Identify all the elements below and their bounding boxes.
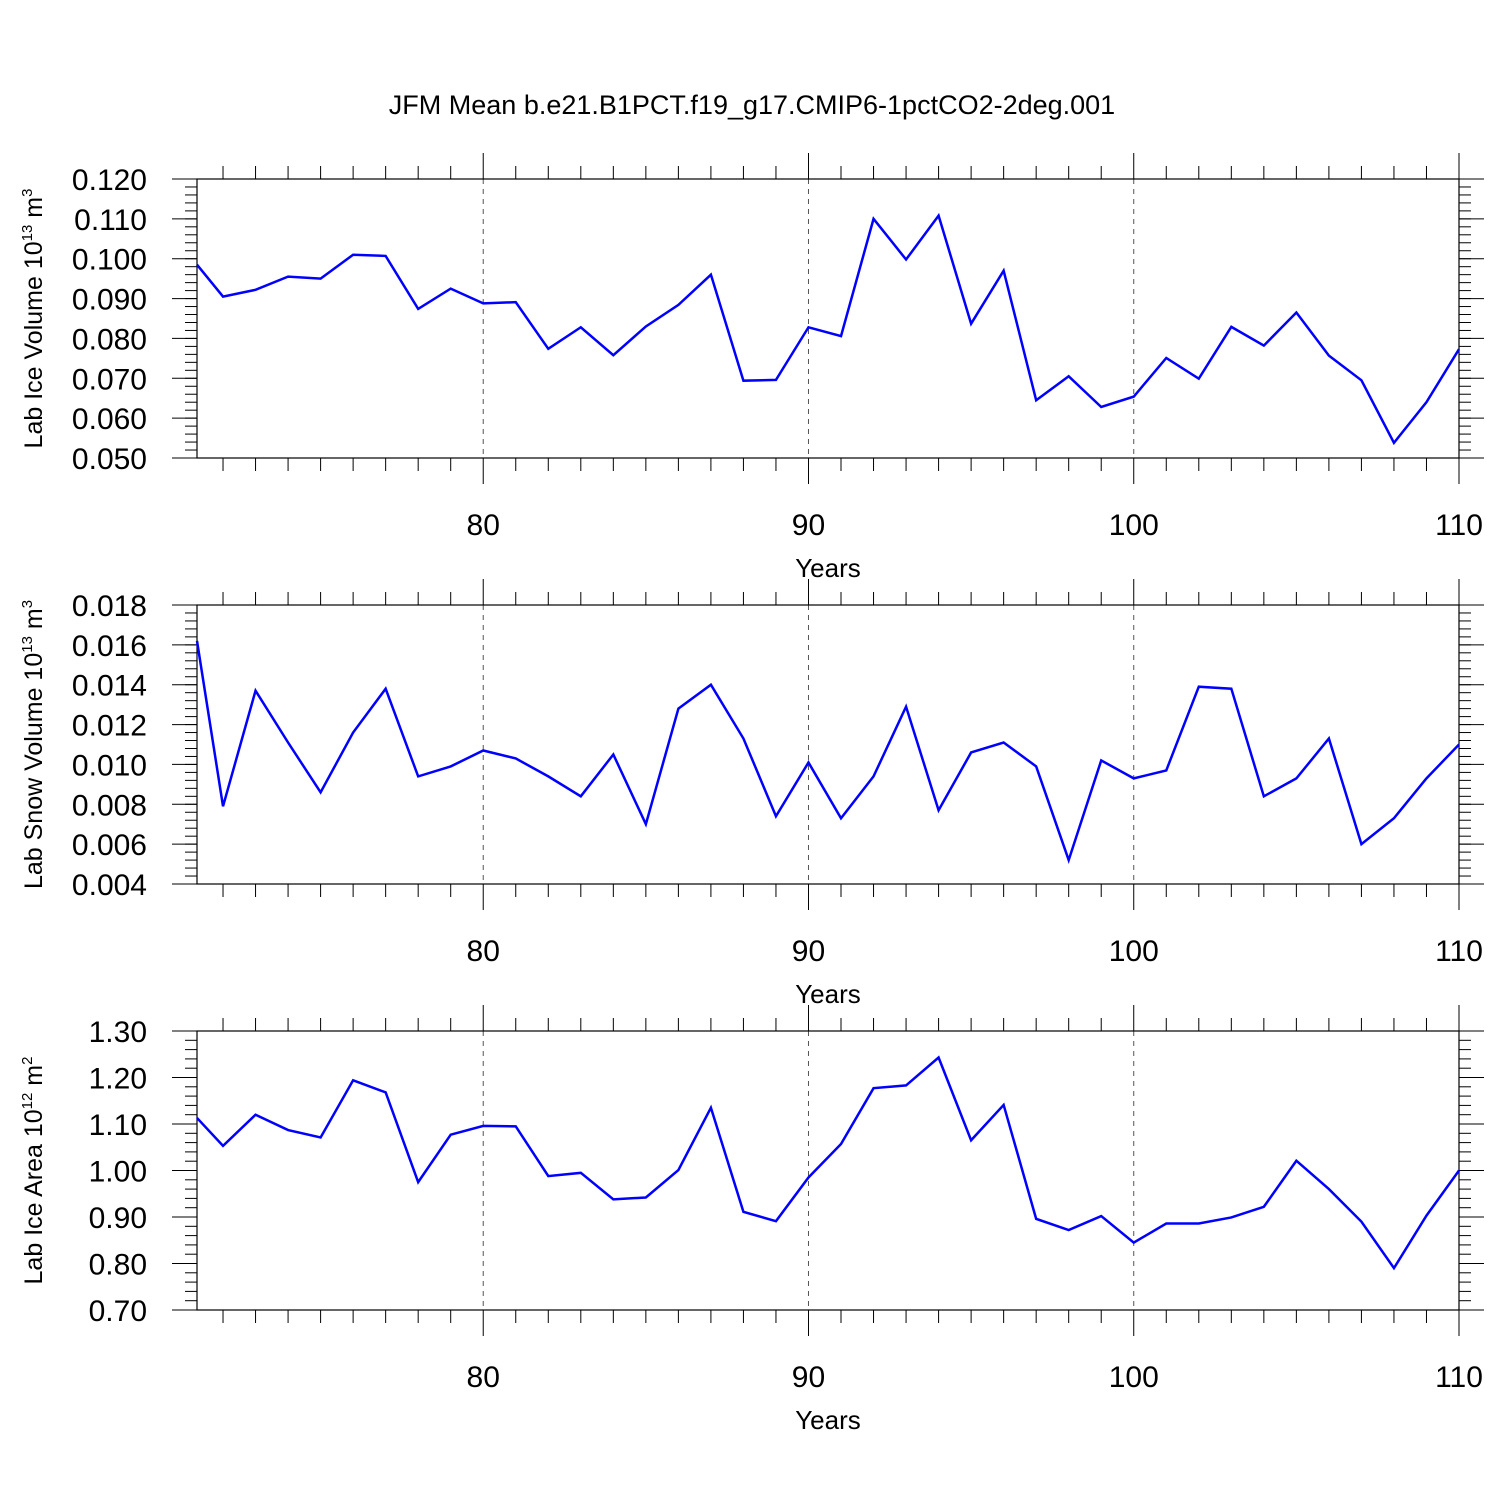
y-tick-label: 0.090: [72, 284, 147, 317]
y-tick-label: 0.012: [72, 710, 147, 743]
plot-frame: [196, 178, 1460, 459]
y-tick-label: 0.006: [72, 829, 147, 862]
panels: 0.050 0.060 0.070 0.080 0.090 0.100 0.110 0.120…: [19, 153, 1484, 1435]
y-tick-label: 1.10: [89, 1109, 147, 1142]
y-axis-title: Lab Ice Area 1012 m2: [19, 1057, 48, 1285]
x-axis-title: Years: [795, 553, 861, 583]
y-tick-label: 1.00: [89, 1156, 147, 1189]
series-line: [196, 1055, 1461, 1271]
y-tick-label: 0.70: [89, 1295, 147, 1328]
x-tick-label: 80: [467, 935, 500, 968]
y-tick-label: 0.100: [72, 244, 147, 277]
plot-frame: [196, 1030, 1460, 1311]
x-tick-label: 100: [1109, 935, 1159, 968]
x-tick-label: 80: [467, 509, 500, 542]
y-tick-label: 0.004: [72, 869, 147, 902]
y-tick-label: 0.010: [72, 749, 147, 782]
chart-panel-3: 0.70 0.80 0.90 1.00 1.10 1.20 1.30 80 90 100 110 Ye…: [19, 1005, 1484, 1435]
x-axis-title: Years: [795, 1405, 861, 1435]
x-tick-label: 90: [792, 1361, 825, 1394]
y-tick-label: 0.008: [72, 789, 147, 822]
y-tick-label: 0.90: [89, 1202, 147, 1235]
y-tick-label: 1.20: [89, 1063, 147, 1096]
y-tick-label: 0.016: [72, 630, 147, 663]
y-tick-label: 1.30: [89, 1016, 147, 1049]
y-tick-label: 0.80: [89, 1249, 147, 1282]
series-line: [195, 640, 1460, 865]
y-tick-label: 0.110: [74, 204, 147, 237]
chart-panel-2: 0.004 0.006 0.008 0.010 0.012 0.014 0.016 0.018…: [19, 579, 1484, 1009]
x-tick-label: 110: [1435, 509, 1483, 542]
x-tick-label: 110: [1435, 935, 1483, 968]
figure-title: JFM Mean b.e21.B1PCT.f19_g17.CMIP6-1pctC…: [389, 90, 1115, 120]
plot-frame: [196, 604, 1460, 885]
x-tick-label: 100: [1109, 1361, 1159, 1394]
x-tick-label: 90: [792, 509, 825, 542]
y-axis-title: Lab Snow Volume 1013 m3: [19, 600, 48, 889]
x-tick-label: 80: [467, 1361, 500, 1394]
y-tick-label: 0.070: [72, 363, 147, 396]
x-tick-label: 100: [1109, 509, 1159, 542]
y-tick-label: 0.014: [72, 670, 147, 703]
y-axis-title: Lab Ice Volume 1013 m3: [19, 189, 48, 449]
chart-panel-1: 0.050 0.060 0.070 0.080 0.090 0.100 0.110 0.120…: [19, 153, 1484, 583]
y-tick-label: 0.050: [72, 443, 147, 476]
y-tick-label: 0.120: [72, 164, 147, 197]
y-tick-label: 0.060: [72, 403, 147, 436]
series-line: [196, 212, 1461, 446]
y-tick-label: 0.018: [72, 590, 147, 623]
x-tick-label: 90: [792, 935, 825, 968]
x-tick-label: 110: [1435, 1361, 1483, 1394]
x-axis-title: Years: [795, 979, 861, 1009]
y-tick-label: 0.080: [72, 323, 147, 356]
